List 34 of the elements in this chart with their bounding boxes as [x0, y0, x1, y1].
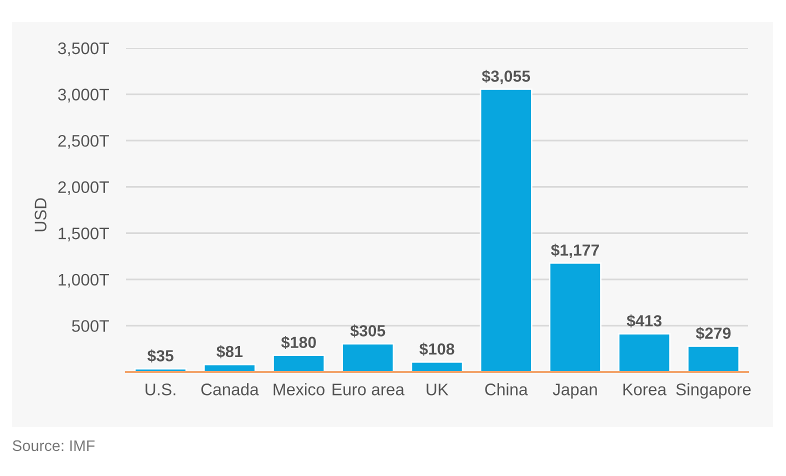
y-tick-label: 2,000T — [58, 181, 109, 196]
x-tick-label: Singapore — [676, 383, 751, 399]
bar — [342, 343, 394, 372]
x-tick-label: Mexico — [274, 383, 324, 396]
data-label: $180 — [281, 336, 316, 350]
y-tick-label: 1,500T — [58, 228, 109, 242]
x-tick-label: Japan — [552, 384, 597, 399]
bar — [480, 88, 532, 372]
bar — [618, 333, 671, 372]
x-tick-label: U.S. — [146, 384, 176, 396]
data-label: $279 — [696, 326, 731, 340]
source-note: Source: IMF — [12, 440, 95, 452]
data-label: $413 — [626, 314, 662, 328]
data-label: $1,177 — [551, 244, 599, 258]
y-tick-label: 1,000T — [58, 274, 109, 288]
y-tick-label: 2,500T — [58, 134, 109, 149]
data-label: $108 — [419, 342, 454, 356]
bar — [272, 354, 326, 372]
y-tick-label: 3,000T — [58, 88, 109, 102]
x-tick-label: UK — [426, 384, 448, 396]
data-label: $81 — [216, 345, 243, 358]
data-label: $35 — [147, 349, 174, 362]
x-tick-label: Korea — [623, 384, 667, 396]
x-tick-label: Euro area — [332, 384, 404, 396]
bar — [548, 262, 602, 372]
bar — [410, 361, 464, 372]
x-tick-label: China — [485, 383, 528, 396]
y-axis-title: USD — [34, 198, 46, 232]
y-tick-label: 500T — [72, 320, 109, 332]
data-label: $3,055 — [482, 70, 530, 84]
x-tick-label: Canada — [201, 383, 259, 396]
data-label: $305 — [350, 324, 386, 338]
y-tick-label: 3,500T — [58, 42, 109, 56]
bar — [687, 345, 740, 372]
